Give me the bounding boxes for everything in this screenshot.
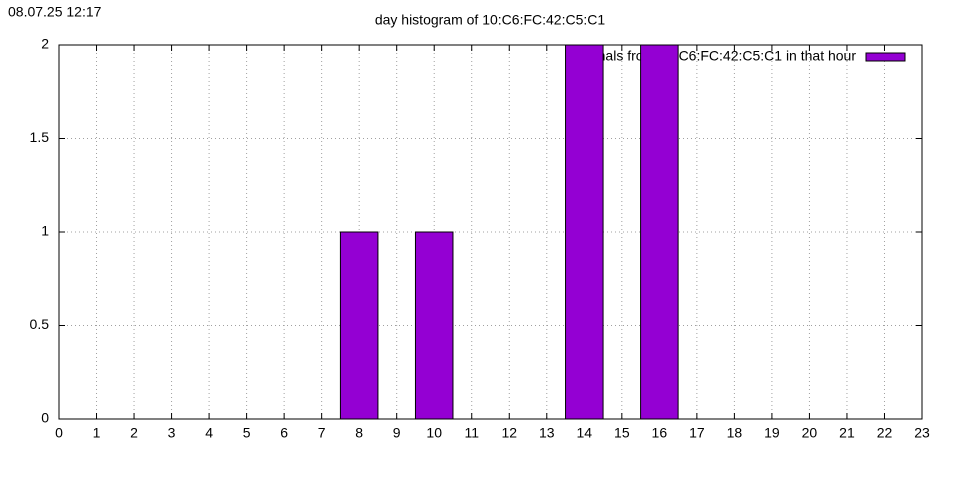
x-tick-label: 7 [318, 425, 326, 441]
x-tick-label: 18 [727, 425, 743, 441]
bar [640, 44, 679, 420]
x-tick-label: 15 [614, 425, 630, 441]
legend-label: signals from 10:C6:FC:42:C5:C1 in that h… [580, 48, 857, 64]
y-tick-label: 0.5 [30, 316, 50, 332]
x-tick-label: 2 [130, 425, 138, 441]
x-tick-label: 1 [93, 425, 101, 441]
timestamp: 08.07.25 12:17 [8, 4, 102, 20]
x-tick-label: 19 [764, 425, 780, 441]
x-tick-label: 6 [280, 425, 288, 441]
plot-frame [58, 44, 923, 420]
x-tick-label: 0 [55, 425, 63, 441]
x-tick-label: 17 [689, 425, 705, 441]
x-tick-label: 21 [839, 425, 855, 441]
bar [565, 44, 604, 420]
x-tick-label: 16 [652, 425, 668, 441]
bar [339, 231, 379, 420]
x-tick-label: 4 [205, 425, 213, 441]
x-tick-label: 20 [802, 425, 818, 441]
y-tick-label: 1 [41, 223, 49, 239]
y-tick-label: 0 [41, 410, 49, 426]
x-tick-label: 12 [501, 425, 517, 441]
x-tick-label: 14 [577, 425, 593, 441]
legend-swatch [865, 52, 906, 62]
x-tick-label: 23 [914, 425, 930, 441]
x-tick-label: 9 [393, 425, 401, 441]
x-tick-label: 11 [464, 425, 479, 441]
x-tick-label: 22 [877, 425, 893, 441]
y-tick-label: 2 [41, 36, 49, 52]
x-tick-label: 3 [168, 425, 176, 441]
x-tick-label: 8 [355, 425, 363, 441]
x-tick-label: 13 [539, 425, 555, 441]
x-tick-label: 10 [426, 425, 442, 441]
bar [414, 231, 454, 420]
y-tick-label: 1.5 [30, 129, 50, 145]
x-tick-label: 5 [243, 425, 251, 441]
chart-title: day histogram of 10:C6:FC:42:C5:C1 [375, 12, 606, 28]
